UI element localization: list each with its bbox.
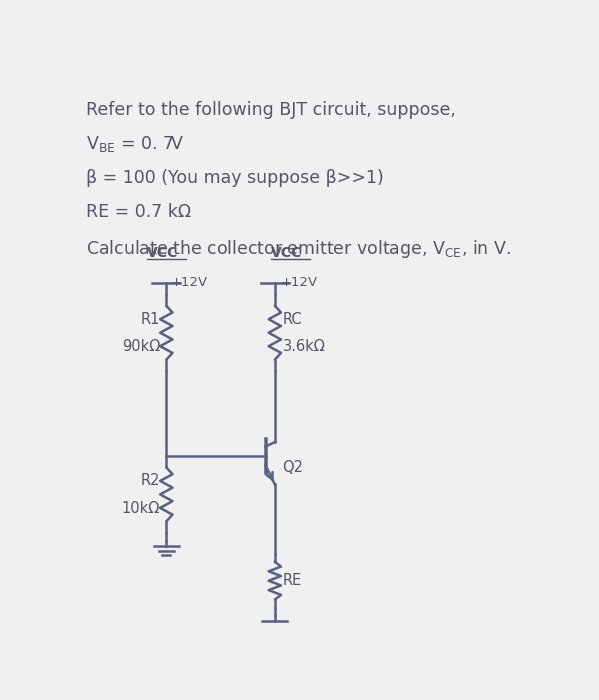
Text: β = 100 (You may suppose β>>1): β = 100 (You may suppose β>>1) — [86, 169, 384, 187]
Text: 10kΩ: 10kΩ — [122, 500, 160, 516]
Text: VCC: VCC — [271, 246, 302, 260]
Text: V$_{\mathregular{BE}}$ = 0. 7V: V$_{\mathregular{BE}}$ = 0. 7V — [86, 134, 184, 154]
Text: RE = 0.7 kΩ: RE = 0.7 kΩ — [86, 203, 192, 221]
Text: 3.6kΩ: 3.6kΩ — [283, 339, 325, 354]
Text: +12V: +12V — [170, 276, 207, 290]
Text: VCC: VCC — [147, 246, 178, 260]
Text: 90kΩ: 90kΩ — [122, 339, 160, 354]
Text: R1: R1 — [141, 312, 160, 326]
Text: RE: RE — [283, 573, 302, 588]
Text: +12V: +12V — [281, 276, 318, 290]
Text: R2: R2 — [141, 473, 160, 489]
Text: Refer to the following BJT circuit, suppose,: Refer to the following BJT circuit, supp… — [86, 101, 456, 119]
Text: Calculate the collector emitter voltage, V$_{\mathregular{CE}}$, in V.: Calculate the collector emitter voltage,… — [86, 238, 512, 260]
Text: RC: RC — [283, 312, 302, 326]
Text: Q2: Q2 — [283, 460, 304, 475]
